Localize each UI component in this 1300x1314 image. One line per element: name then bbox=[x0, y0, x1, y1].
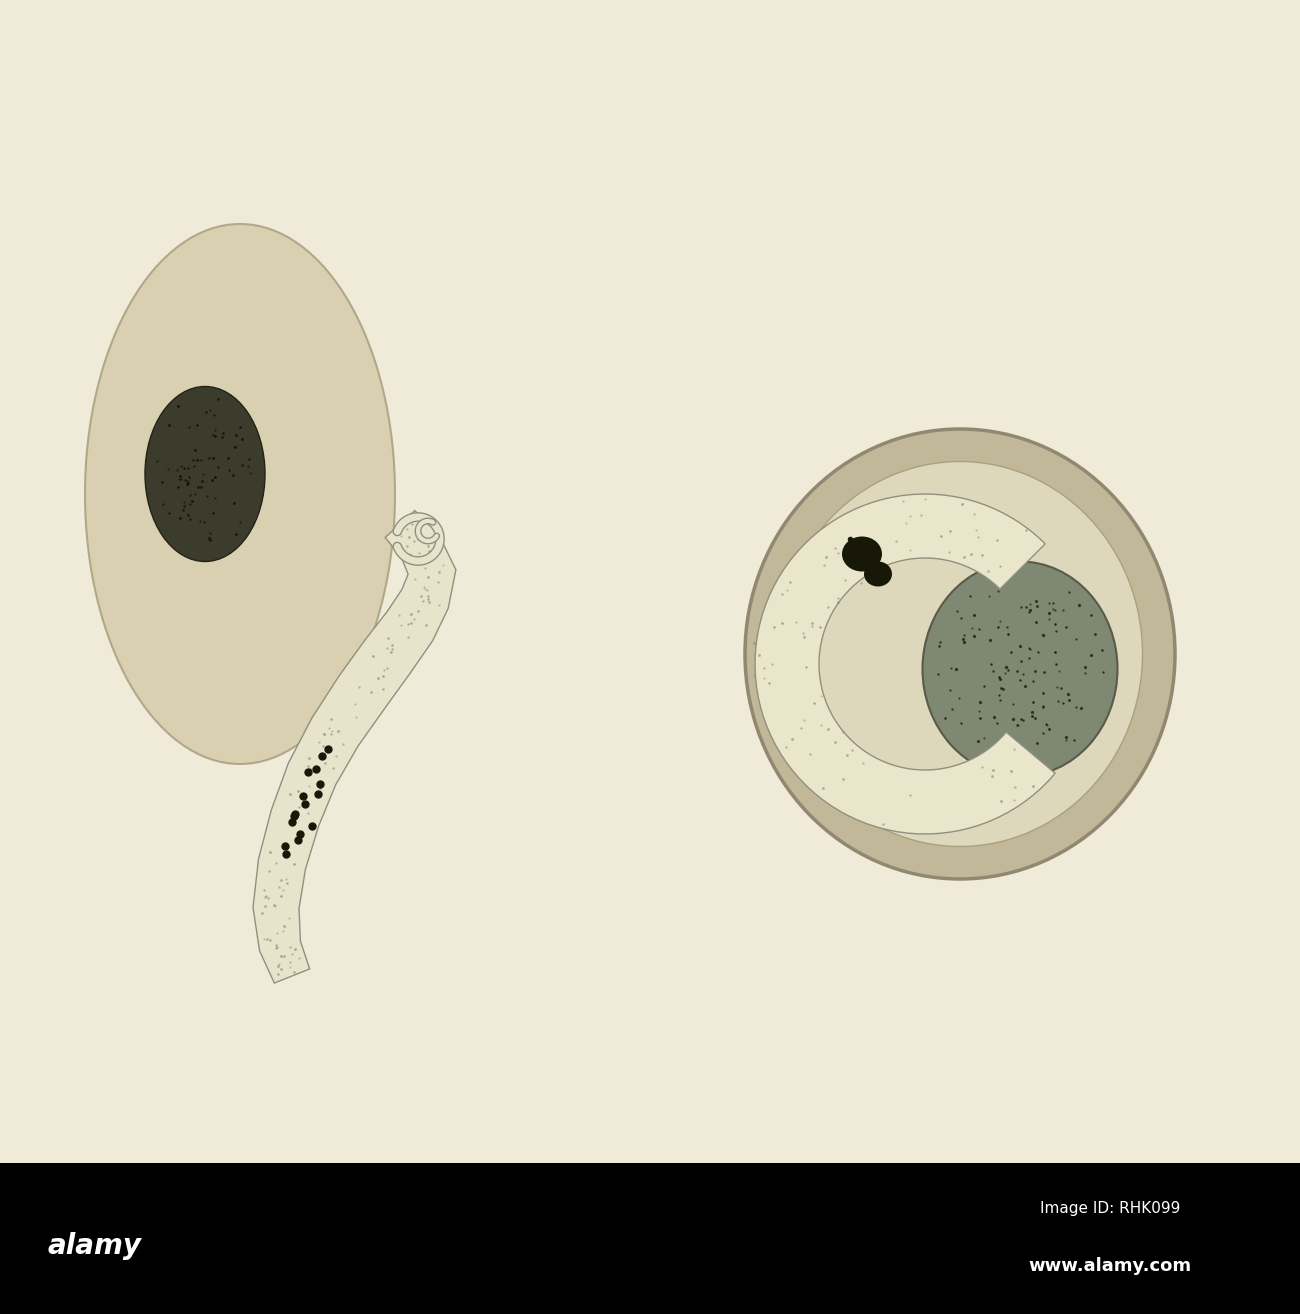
Ellipse shape bbox=[146, 386, 265, 561]
Ellipse shape bbox=[777, 461, 1143, 846]
FancyBboxPatch shape bbox=[0, 1163, 1300, 1314]
Ellipse shape bbox=[84, 223, 395, 763]
Ellipse shape bbox=[923, 561, 1118, 777]
Polygon shape bbox=[755, 494, 1056, 834]
Polygon shape bbox=[254, 511, 456, 983]
Ellipse shape bbox=[842, 536, 881, 572]
Text: Image ID: RHK099: Image ID: RHK099 bbox=[1040, 1201, 1180, 1215]
Ellipse shape bbox=[864, 561, 892, 586]
Text: www.alamy.com: www.alamy.com bbox=[1028, 1256, 1192, 1275]
Text: alamy: alamy bbox=[48, 1233, 142, 1260]
Ellipse shape bbox=[745, 428, 1175, 879]
